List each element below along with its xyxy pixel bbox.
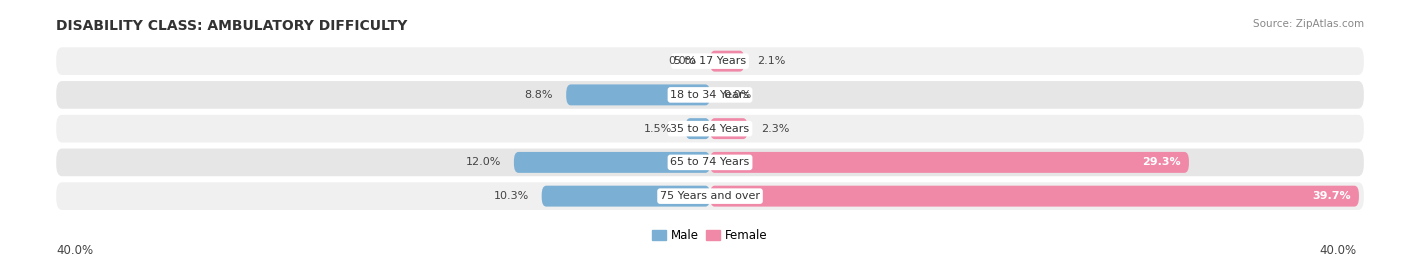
Text: 18 to 34 Years: 18 to 34 Years xyxy=(671,90,749,100)
Text: 65 to 74 Years: 65 to 74 Years xyxy=(671,157,749,168)
FancyBboxPatch shape xyxy=(56,81,1364,109)
FancyBboxPatch shape xyxy=(686,118,710,139)
Legend: Male, Female: Male, Female xyxy=(648,224,772,247)
Text: 10.3%: 10.3% xyxy=(494,191,529,201)
FancyBboxPatch shape xyxy=(710,152,1189,173)
FancyBboxPatch shape xyxy=(56,115,1364,143)
Text: DISABILITY CLASS: AMBULATORY DIFFICULTY: DISABILITY CLASS: AMBULATORY DIFFICULTY xyxy=(56,19,408,33)
FancyBboxPatch shape xyxy=(56,148,1364,176)
Text: 35 to 64 Years: 35 to 64 Years xyxy=(671,124,749,134)
FancyBboxPatch shape xyxy=(710,186,1360,207)
Text: 2.1%: 2.1% xyxy=(758,56,786,66)
Text: 12.0%: 12.0% xyxy=(465,157,501,168)
FancyBboxPatch shape xyxy=(710,118,748,139)
Text: 40.0%: 40.0% xyxy=(1320,244,1357,257)
FancyBboxPatch shape xyxy=(541,186,710,207)
Text: Source: ZipAtlas.com: Source: ZipAtlas.com xyxy=(1253,19,1364,29)
FancyBboxPatch shape xyxy=(515,152,710,173)
Text: 0.0%: 0.0% xyxy=(669,56,697,66)
Text: 40.0%: 40.0% xyxy=(56,244,93,257)
Text: 5 to 17 Years: 5 to 17 Years xyxy=(673,56,747,66)
FancyBboxPatch shape xyxy=(567,84,710,105)
FancyBboxPatch shape xyxy=(56,182,1364,210)
Text: 1.5%: 1.5% xyxy=(644,124,672,134)
Text: 29.3%: 29.3% xyxy=(1142,157,1181,168)
FancyBboxPatch shape xyxy=(710,51,744,72)
Text: 8.8%: 8.8% xyxy=(524,90,553,100)
Text: 39.7%: 39.7% xyxy=(1312,191,1351,201)
Text: 2.3%: 2.3% xyxy=(761,124,789,134)
Text: 0.0%: 0.0% xyxy=(723,90,751,100)
Text: 75 Years and over: 75 Years and over xyxy=(659,191,761,201)
FancyBboxPatch shape xyxy=(56,47,1364,75)
